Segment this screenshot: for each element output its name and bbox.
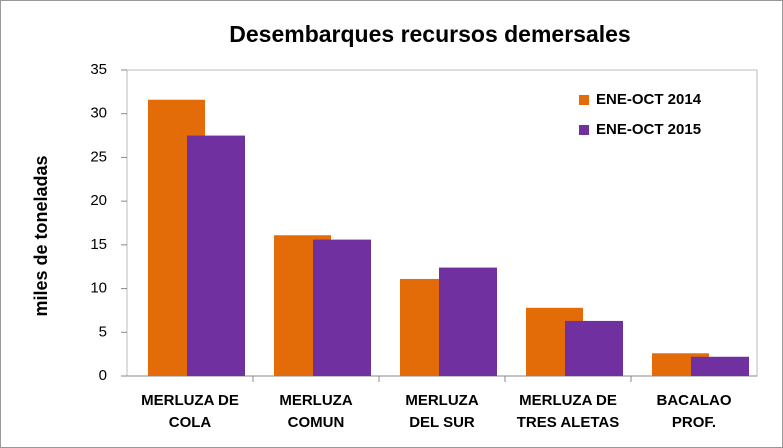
bar xyxy=(187,135,245,376)
x-tick-label: MERLUZA COMUN xyxy=(279,392,353,431)
x-tick-label: BACALAO PROF. xyxy=(656,392,732,431)
y-tick-label: 0 xyxy=(99,367,107,384)
y-axis-label: miles de toneladas xyxy=(31,155,51,316)
y-tick-label: 5 xyxy=(99,323,107,340)
bar xyxy=(313,239,371,376)
y-tick-label: 35 xyxy=(90,61,107,78)
bar xyxy=(439,267,497,376)
x-tick-label: MERLUZA DEL SUR xyxy=(405,392,479,431)
x-tick-label: MERLUZA DE TRES ALETAS xyxy=(516,392,620,431)
bar xyxy=(691,356,749,376)
y-tick-label: 20 xyxy=(90,192,107,209)
x-tick-label: MERLUZA DE COLA xyxy=(141,392,239,431)
bar xyxy=(565,320,623,376)
legend-swatch xyxy=(579,95,589,105)
legend-swatch xyxy=(579,125,589,135)
chart-title: Desembarques recursos demersales xyxy=(229,21,630,47)
y-tick-label: 30 xyxy=(90,105,107,122)
y-tick-label: 15 xyxy=(90,236,107,253)
legend-label: ENE-OCT 2015 xyxy=(596,121,701,138)
legend-label: ENE-OCT 2014 xyxy=(596,91,702,108)
y-tick-label: 10 xyxy=(90,280,107,297)
y-tick-label: 25 xyxy=(90,148,107,165)
